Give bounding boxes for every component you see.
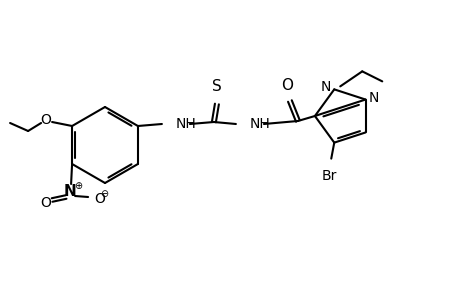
Text: S: S: [212, 79, 221, 94]
Text: NH: NH: [175, 117, 196, 131]
Text: N: N: [368, 91, 378, 104]
Text: NH: NH: [249, 117, 270, 131]
Text: ⊖: ⊖: [100, 189, 108, 199]
Text: N: N: [320, 80, 330, 94]
Text: N: N: [64, 184, 76, 200]
Text: Br: Br: [321, 169, 336, 183]
Text: O: O: [40, 196, 51, 210]
Text: O: O: [40, 113, 51, 127]
Text: O: O: [94, 192, 105, 206]
Text: O: O: [280, 78, 292, 93]
Text: ⊕: ⊕: [74, 181, 82, 191]
